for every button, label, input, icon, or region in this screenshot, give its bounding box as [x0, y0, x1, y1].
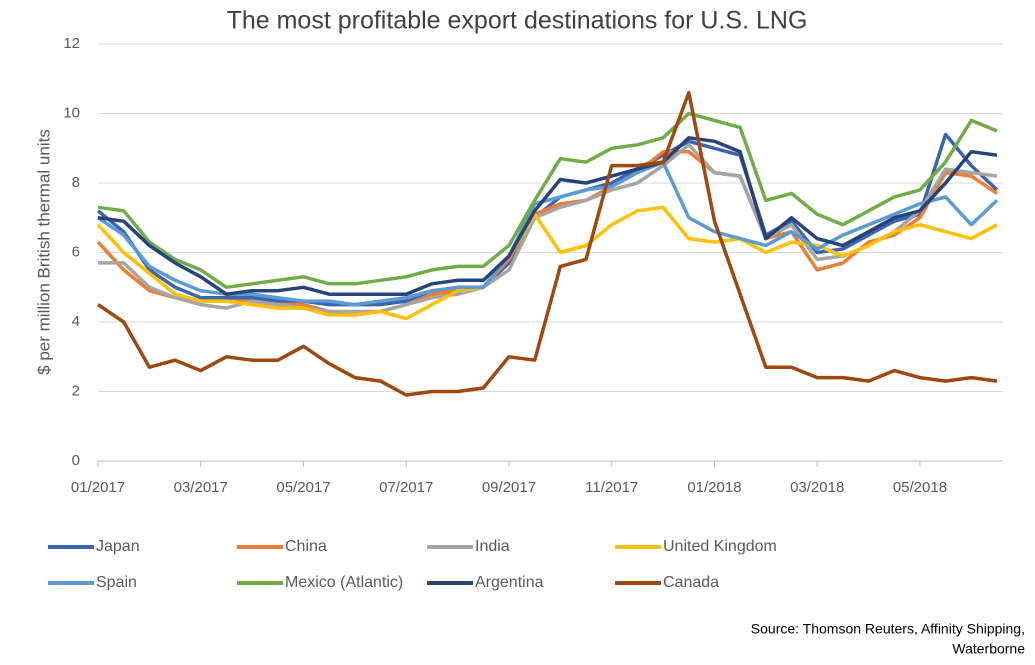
source-note: Source: Thomson Reuters, Affinity Shippi… [751, 621, 1025, 637]
x-tick-label: 03/2018 [790, 479, 844, 496]
x-tick-label: 11/2017 [585, 479, 638, 496]
x-tick-label: 05/2018 [893, 479, 947, 496]
legend-label: Japan [96, 538, 140, 555]
legend-label: Spain [96, 574, 137, 591]
legend-label: Argentina [475, 574, 544, 591]
series-line [96, 205, 998, 321]
x-tick-label: 09/2017 [482, 479, 536, 496]
series-line [97, 90, 998, 397]
x-tick-label: 03/2017 [174, 479, 228, 496]
y-tick-label: 2 [72, 382, 80, 399]
y-axis-label: $ per million British thermal units [34, 129, 53, 375]
series-line [97, 160, 999, 307]
series-line [96, 132, 999, 307]
x-tick-label: 05/2017 [276, 479, 330, 496]
x-tick-label: 01/2017 [71, 479, 125, 496]
y-tick-label: 8 [72, 174, 80, 191]
series-line [97, 136, 998, 296]
y-tick-label: 4 [72, 313, 80, 330]
y-tick-label: 12 [63, 35, 80, 52]
y-tick-label: 10 [63, 104, 80, 121]
x-tick-label: 07/2017 [379, 479, 433, 496]
legend-label: India [475, 538, 510, 555]
y-tick-label: 0 [72, 452, 80, 469]
legend-label: Mexico (Atlantic) [285, 574, 403, 591]
source-note: Waterborne [952, 641, 1025, 657]
legend-label: United Kingdom [663, 538, 777, 555]
chart-title: The most profitable export destinations … [227, 7, 808, 35]
x-tick-label: 01/2018 [687, 479, 741, 496]
series-line [97, 111, 998, 290]
legend-label: Canada [663, 574, 719, 591]
y-tick-label: 6 [72, 243, 80, 260]
legend-label: China [285, 538, 327, 555]
